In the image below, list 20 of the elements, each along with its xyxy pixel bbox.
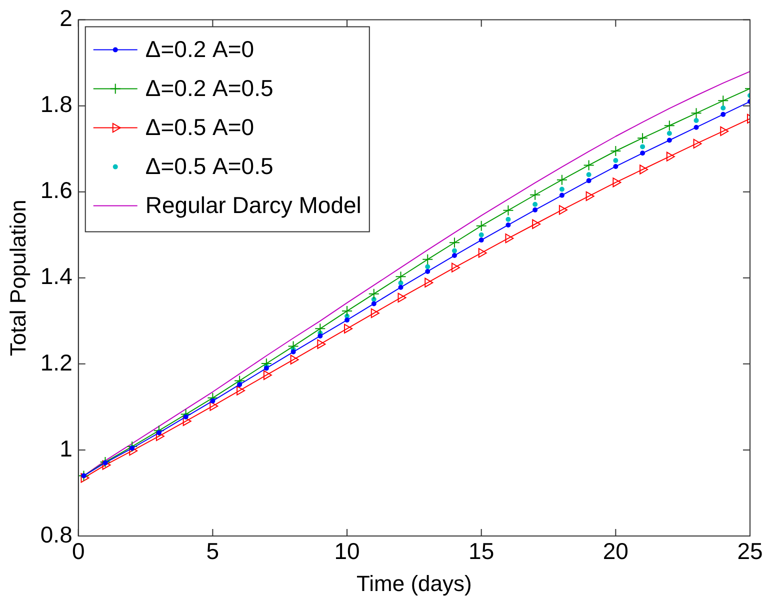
y-tick-label: 1.4 xyxy=(40,263,73,290)
y-tick-label: 1.6 xyxy=(40,177,72,204)
x-tick-label: 0 xyxy=(72,538,85,564)
y-tick-label: 1.8 xyxy=(40,91,72,118)
legend-label: Δ=0.2 A=0.5 xyxy=(145,75,274,102)
legend-label: Regular Darcy Model xyxy=(145,192,362,218)
y-tick-label: 1 xyxy=(60,435,72,462)
x-tick-label: 5 xyxy=(206,538,220,564)
x-tick-label: 25 xyxy=(737,538,763,564)
y-tick-label: 2 xyxy=(60,5,72,32)
y-tick-label: 1.2 xyxy=(40,349,72,376)
x-tick-label: 15 xyxy=(468,538,494,564)
y-tick-label: 0.8 xyxy=(40,521,72,548)
y-axis-title: Total Population xyxy=(5,200,30,356)
x-axis-title: Time (days) xyxy=(356,570,472,596)
x-tick-label: 10 xyxy=(334,538,360,564)
legend-label: Δ=0.5 A=0 xyxy=(145,114,254,140)
legend-label: Δ=0.5 A=0.5 xyxy=(145,153,274,180)
legend-label: Δ=0.2 A=0 xyxy=(145,36,254,62)
x-tick-label: 20 xyxy=(602,538,628,564)
